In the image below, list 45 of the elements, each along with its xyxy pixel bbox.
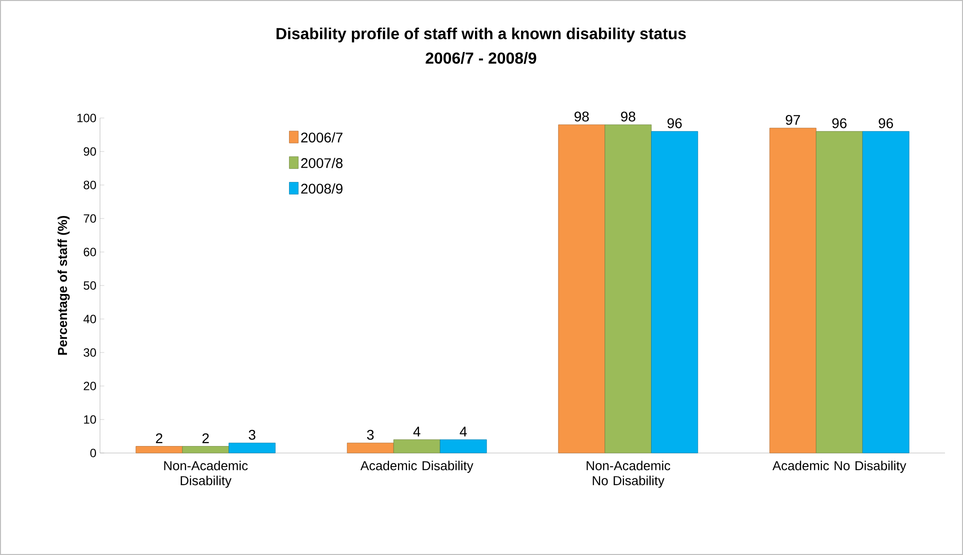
data-label: 98 [574,112,589,122]
y-tick-label: 60 [84,248,96,256]
x-tick-label: Non-Academic Disability [164,460,248,488]
data-label: 2 [156,433,162,444]
data-label: 96 [832,118,847,128]
bar [769,128,816,454]
y-tick-label: 0 [90,448,96,458]
x-tick-label: Academic No Disability [772,460,906,473]
bar [558,124,606,454]
legend-label: 2008/9 [301,183,342,194]
x-tick-label: Academic Disability [360,460,474,473]
data-label: 96 [878,118,893,128]
chart-subtitle: 2006/7 - 2008/9 [426,52,536,64]
bar [228,442,276,454]
legend-label: 2006/7 [301,132,342,142]
bar [440,439,487,454]
y-axis-title: Percentage of staff (%) [58,216,70,355]
y-tick-label: 80 [84,180,96,190]
y-tick-label: 100 [77,114,96,122]
data-label: 4 [460,426,467,436]
data-label: 4 [413,426,420,436]
data-label: 96 [668,118,682,128]
y-tick-label: 20 [84,382,96,390]
legend-label: 2007/8 [301,158,343,168]
y-tick-label: 40 [83,314,96,324]
bar [346,442,394,454]
bar [651,131,698,454]
y-tick-label: 70 [84,214,96,223]
bar [393,439,440,454]
data-label: 2 [202,433,209,444]
bar [816,131,863,454]
bar [862,131,910,454]
data-label: 3 [367,430,374,440]
y-tick-label: 50 [84,281,96,290]
data-label: 97 [786,114,800,125]
x-tick-label: Non-Academic No Disability [586,460,670,488]
chart-title: Disability profile of staff with a known disability status [276,28,686,42]
data-label: 98 [621,112,636,122]
bar [604,124,652,454]
y-tick-label: 10 [84,415,96,424]
y-tick-label: 90 [84,147,96,156]
y-tick-label: 30 [84,348,96,357]
bar [182,446,230,454]
bar [136,446,183,454]
data-label: 3 [248,430,256,440]
